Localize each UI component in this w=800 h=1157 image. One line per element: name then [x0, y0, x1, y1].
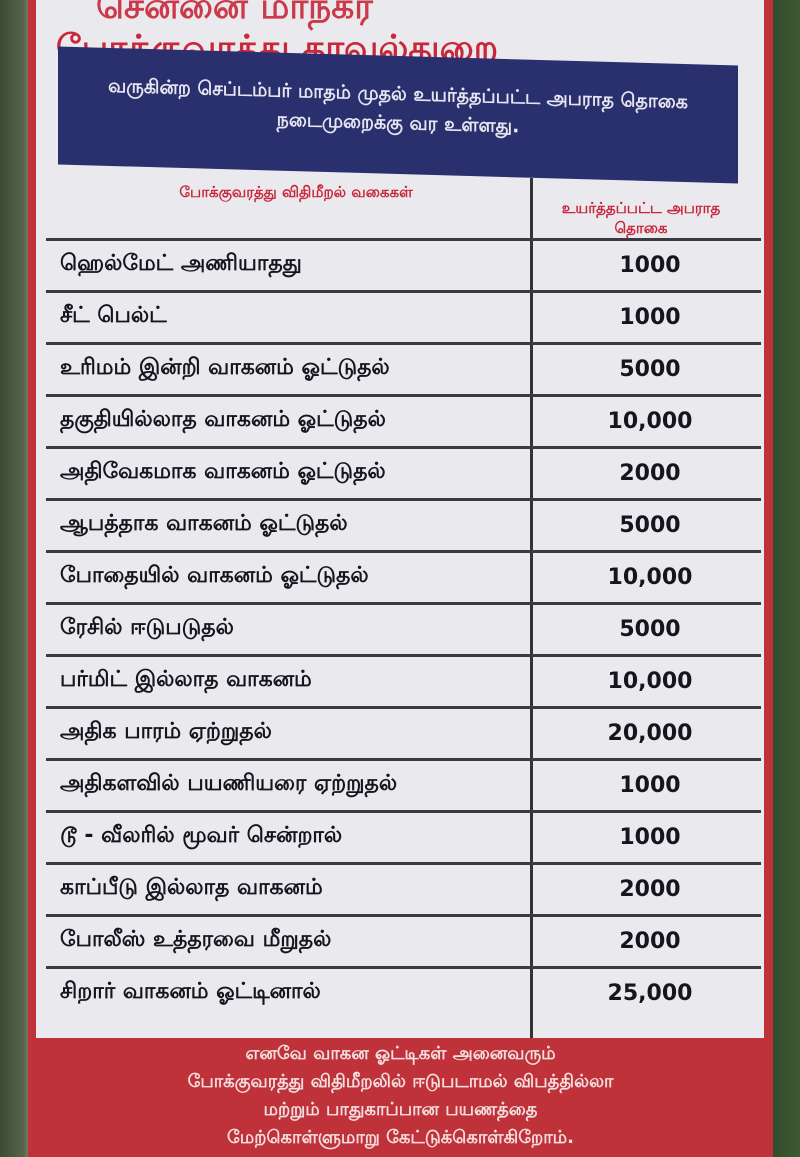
- fine-amount: 1000: [619, 304, 681, 330]
- column-divider: [530, 178, 533, 1038]
- violation-label: அதிக பாரம் ஏற்றுதல்: [60, 719, 272, 744]
- fine-amount: 20,000: [607, 720, 693, 746]
- signboard-panel: சென்னை மாநகர போக்குவரத்து காவல்துறை வருக…: [36, 0, 764, 1038]
- violation-label: ஆபத்தாக வாகனம் ஓட்டுதல்: [60, 511, 348, 536]
- table-row: போதையில் வாகனம் ஓட்டுதல் 10,000: [46, 550, 761, 601]
- column-header-fine: உயர்த்தப்பட்ட அபராத தொகை: [561, 199, 721, 237]
- footer-line: எனவே வாகன ஓட்டிகள் அனைவரும்: [245, 1043, 556, 1064]
- violation-label: போலீஸ் உத்தரவை மீறுதல்: [60, 927, 332, 952]
- violation-label: பர்மிட் இல்லாத வாகனம்: [60, 667, 312, 692]
- fine-amount: 10,000: [607, 668, 693, 694]
- fine-amount: 2000: [619, 928, 681, 954]
- fine-amount: 2000: [619, 876, 681, 902]
- violation-label: சீட் பெல்ட்: [60, 303, 167, 328]
- fine-amount: 10,000: [607, 564, 693, 590]
- title-line-1: சென்னை மாநகர: [96, 0, 373, 27]
- violation-label: சிறார் வாகனம் ஓட்டினால்: [60, 979, 321, 1004]
- footer-line: மேற்கொள்ளுமாறு கேட்டுக்கொள்கிறோம்.: [227, 1127, 574, 1148]
- table-row: பர்மிட் இல்லாத வாகனம் 10,000: [46, 654, 761, 705]
- table-row: அதிவேகமாக வாகனம் ஓட்டுதல் 2000: [46, 446, 761, 497]
- fine-amount: 1000: [619, 772, 681, 798]
- violation-label: உரிமம் இன்றி வாகனம் ஓட்டுதல்: [60, 355, 390, 380]
- fine-amount: 5000: [619, 616, 681, 642]
- signboard: சென்னை மாநகர போக்குவரத்து காவல்துறை வருக…: [28, 0, 773, 1157]
- fine-amount: 2000: [619, 460, 681, 486]
- footer-line: மற்றும் பாதுகாப்பான பயணத்தை: [263, 1099, 538, 1120]
- table-row: போலீஸ் உத்தரவை மீறுதல் 2000: [46, 914, 761, 965]
- violation-label: ரேசில் ஈடுபடுதல்: [60, 615, 234, 640]
- notice-band: வருகின்ற செப்டம்பர் மாதம் முதல் உயர்த்தப…: [58, 46, 738, 184]
- table-row: சீட் பெல்ட் 1000: [46, 290, 761, 341]
- fine-amount: 10,000: [607, 408, 693, 434]
- footer-message: எனவே வாகன ஓட்டிகள் அனைவரும் போக்குவரத்து…: [28, 1040, 773, 1152]
- fine-amount: 1000: [619, 824, 681, 850]
- footer-line: போக்குவரத்து விதிமீறலில் ஈடுபடாமல் விபத்…: [187, 1071, 614, 1092]
- table-row: ரேசில் ஈடுபடுதல் 5000: [46, 602, 761, 653]
- table-row: அதிகளவில் பயணியரை ஏற்றுதல் 1000: [46, 758, 761, 809]
- table-row: சிறார் வாகனம் ஓட்டினால் 25,000: [46, 966, 761, 1017]
- table-row: ஆபத்தாக வாகனம் ஓட்டுதல் 5000: [46, 498, 761, 549]
- violation-label: காப்பீடு இல்லாத வாகனம்: [60, 875, 323, 900]
- violation-label: அதிவேகமாக வாகனம் ஓட்டுதல்: [60, 459, 386, 484]
- fine-amount: 25,000: [607, 980, 693, 1006]
- column-header-violation: போக்குவரத்து விதிமீறல் வகைகள்: [179, 183, 413, 201]
- table-row: தகுதியில்லாத வாகனம் ஓட்டுதல் 10,000: [46, 394, 761, 445]
- fine-amount: 1000: [619, 252, 681, 278]
- violation-label: அதிகளவில் பயணியரை ஏற்றுதல்: [60, 771, 398, 796]
- table-row: அதிக பாரம் ஏற்றுதல் 20,000: [46, 706, 761, 757]
- fine-amount: 5000: [619, 356, 681, 382]
- table-row: டூ - வீலரில் மூவர் சென்றால் 1000: [46, 810, 761, 861]
- violation-label: போதையில் வாகனம் ஓட்டுதல்: [60, 563, 369, 588]
- table-row: உரிமம் இன்றி வாகனம் ஓட்டுதல் 5000: [46, 342, 761, 393]
- table-row: ஹெல்மேட் அணியாதது 1000: [46, 238, 761, 289]
- table-row: காப்பீடு இல்லாத வாகனம் 2000: [46, 862, 761, 913]
- violation-label: ஹெல்மேட் அணியாதது: [60, 251, 302, 276]
- violation-label: தகுதியில்லாத வாகனம் ஓட்டுதல்: [60, 407, 386, 432]
- violation-label: டூ - வீலரில் மூவர் சென்றால்: [60, 823, 343, 848]
- fine-amount: 5000: [619, 512, 681, 538]
